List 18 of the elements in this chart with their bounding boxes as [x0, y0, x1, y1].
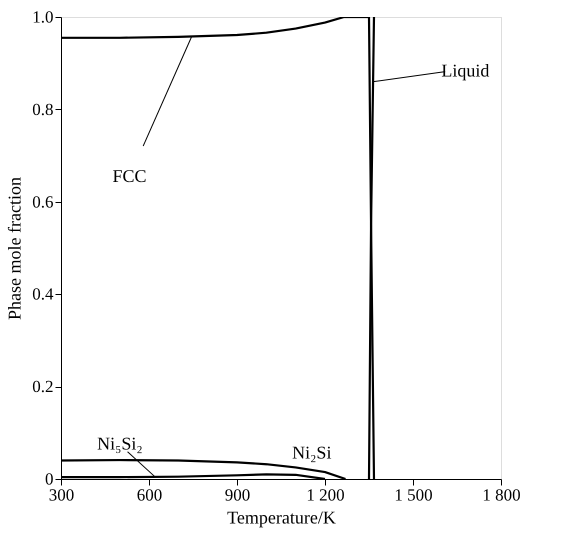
- y-tick-label: 0.4: [32, 284, 54, 304]
- y-tick-label: 0.2: [32, 377, 54, 396]
- y-tick-label: 0.6: [32, 192, 54, 212]
- y-axis-title: Phase mole fraction: [4, 177, 24, 320]
- annotation: Ni₅Si₂: [97, 434, 143, 454]
- annotation: FCC: [112, 166, 147, 186]
- y-tick-label: 1.0: [32, 8, 54, 26]
- x-tick-label: 1 800: [482, 486, 521, 504]
- x-axis-title: Temperature/K: [227, 508, 336, 528]
- x-tick-label: 1 500: [394, 486, 433, 504]
- y-tick-label: 0.8: [32, 100, 54, 119]
- x-tick-label: 900: [224, 486, 250, 504]
- x-tick-label: 300: [48, 486, 74, 504]
- annotation: Liquid: [441, 60, 490, 81]
- y-tick-label: 0: [45, 470, 54, 488]
- x-tick-label: 600: [136, 486, 162, 504]
- x-tick-label: 1 200: [306, 486, 345, 504]
- annotation: Ni₂Si: [292, 442, 332, 463]
